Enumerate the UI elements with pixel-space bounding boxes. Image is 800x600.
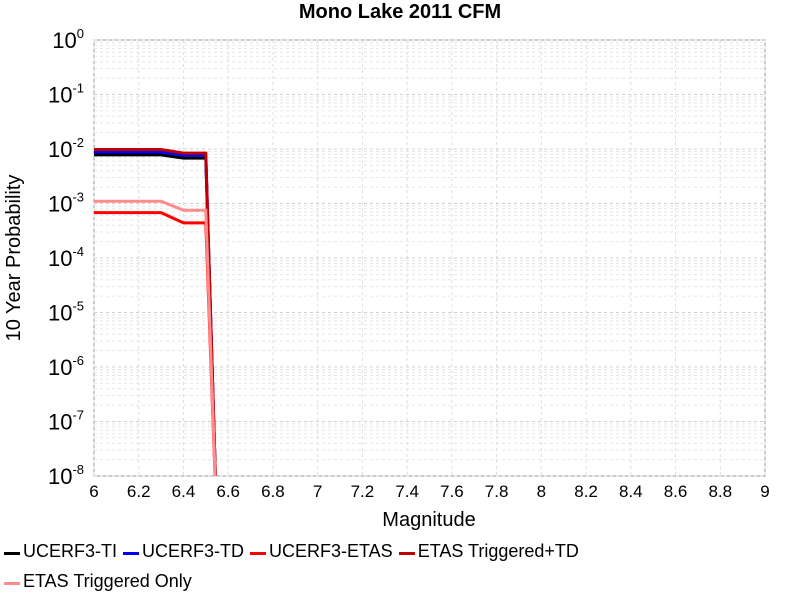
y-ticks: 100 10-1 10-2 10-3 10-4 10-5 10-6 10-7 10-8 — [48, 26, 84, 489]
x-tick-label: 9 — [760, 482, 769, 501]
y-tick-label: 10-8 — [48, 462, 84, 489]
legend-swatch-ucerf3-ti — [4, 551, 20, 555]
legend-swatch-etas-triggered-only — [4, 581, 20, 585]
y-axis-label: 10 Year Probability — [3, 175, 25, 342]
y-tick-label: 10-6 — [48, 353, 84, 380]
legend-label-etas-triggered-td: ETAS Triggered+TD — [417, 540, 579, 561]
x-tick-label: 6.6 — [216, 482, 240, 501]
legend-swatch-ucerf3-etas — [250, 551, 266, 555]
x-tick-label: 7 — [313, 482, 322, 501]
x-tick-label: 7.4 — [395, 482, 419, 501]
x-tick-label: 8 — [537, 482, 546, 501]
series-line-etas-triggered-td — [94, 148, 217, 476]
x-tick-label: 6.8 — [261, 482, 285, 501]
x-tick-label: 8.2 — [574, 482, 598, 501]
y-tick-label: 100 — [52, 26, 84, 53]
legend-item-ucerf3-etas: UCERF3-ETAS — [250, 541, 393, 562]
legend-swatch-ucerf3-td — [123, 551, 139, 555]
y-tick-label: 10-5 — [48, 299, 84, 326]
chart-title: Mono Lake 2011 CFM — [299, 1, 501, 23]
x-ticks: 6 6.2 6.4 6.6 6.8 7 7.2 7.4 7.6 7.8 8 8.2 8.4 8.6 8.8 9 — [89, 482, 769, 501]
y-tick-label: 10-7 — [48, 408, 84, 435]
legend-label-etas-triggered-only: ETAS Triggered Only — [23, 570, 192, 591]
legend-swatch-etas-triggered-td — [398, 551, 415, 555]
x-tick-label: 7.2 — [351, 482, 375, 501]
legend-row-1: UCERF3-TI UCERF3-TD UCERF3-ETAS ETAS Tri… — [0, 536, 800, 566]
x-tick-label: 8.8 — [708, 482, 732, 501]
grid — [93, 39, 766, 477]
y-tick-label: 10-1 — [48, 81, 84, 108]
x-tick-label: 7.8 — [485, 482, 509, 501]
legend-label-ucerf3-etas: UCERF3-ETAS — [269, 540, 393, 561]
legend-label-ucerf3-ti: UCERF3-TI — [23, 540, 117, 561]
series-line-etas-triggered-only — [94, 199, 217, 476]
legend: UCERF3-TI UCERF3-TD UCERF3-ETAS ETAS Tri… — [0, 536, 800, 596]
legend-row-2: ETAS Triggered Only — [0, 566, 800, 596]
x-tick-label: 6.2 — [127, 482, 151, 501]
legend-item-ucerf3-ti: UCERF3-TI — [4, 541, 117, 562]
y-tick-label: 10-4 — [48, 244, 84, 271]
legend-item-ucerf3-td: UCERF3-TD — [123, 541, 244, 562]
x-tick-label: 8.4 — [619, 482, 643, 501]
legend-item-etas-triggered-only: ETAS Triggered Only — [4, 571, 192, 592]
x-tick-label: 8.6 — [664, 482, 688, 501]
y-tick-label: 10-2 — [48, 135, 84, 162]
series-layer — [94, 148, 217, 476]
legend-label-ucerf3-td: UCERF3-TD — [142, 540, 244, 561]
x-tick-label: 6 — [89, 482, 98, 501]
x-tick-label: 6.4 — [172, 482, 196, 501]
legend-item-etas-triggered-td: ETAS Triggered+TD — [398, 540, 579, 562]
x-tick-label: 7.6 — [440, 482, 464, 501]
y-tick-label: 10-3 — [48, 190, 84, 217]
x-axis-label: Magnitude — [382, 509, 475, 531]
chart: Mono Lake 2011 CFM 6 6.2 6.4 6.6 6.8 7 7.2 7.4 7… — [3, 1, 770, 531]
